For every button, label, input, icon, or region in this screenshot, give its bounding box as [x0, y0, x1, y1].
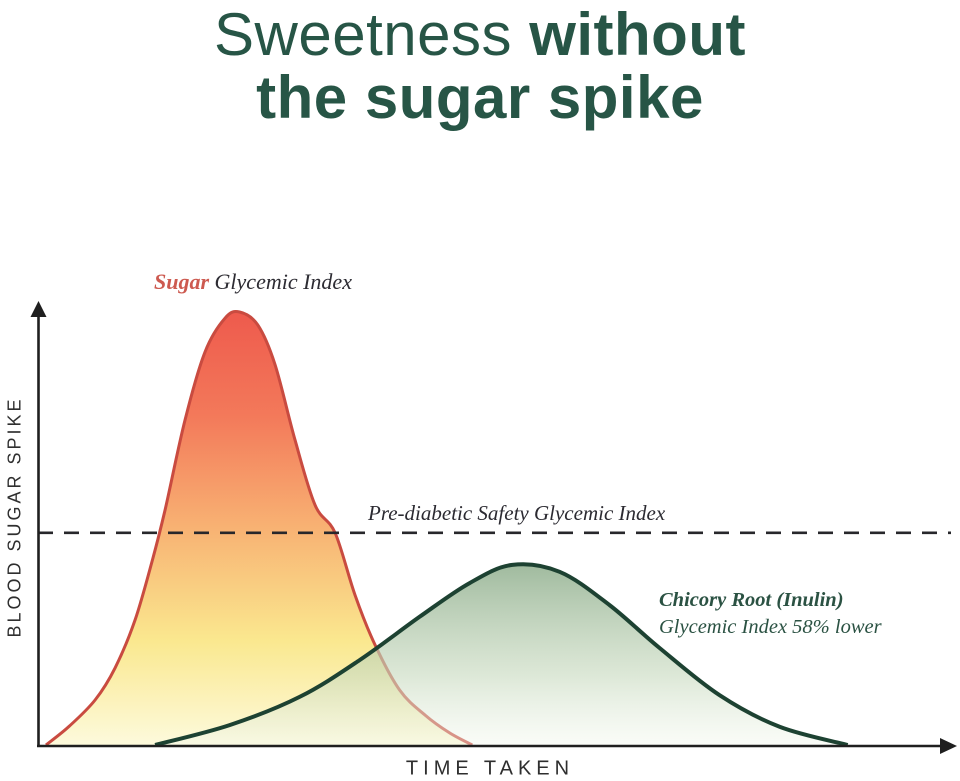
sugar-curve-area: [46, 311, 473, 745]
sugar-series-label: Sugar Glycemic Index: [154, 269, 352, 295]
title-line-1: Sweetness without: [0, 3, 960, 66]
x-axis-arrow-icon: [940, 738, 957, 754]
chicory-curve-line: [154, 562, 849, 747]
chicory-label-line2: Glycemic Index 58% lower: [659, 616, 882, 638]
page-title: Sweetness without the sugar spike: [0, 3, 960, 129]
y-axis-arrow-icon: [30, 301, 47, 317]
sugar-series-label-highlight: Sugar: [154, 269, 210, 294]
x-axis-title: TIME TAKEN: [405, 757, 575, 780]
title-word-bold: without: [529, 1, 746, 68]
chicory-series-label: Chicory Root (Inulin) Glycemic Index 58%…: [659, 587, 882, 641]
threshold-label: Pre-diabetic Safety Glycemic Index: [368, 501, 666, 525]
title-word-light: Sweetness: [214, 1, 513, 68]
sugar-series-label-rest: Glycemic Index: [209, 269, 352, 294]
title-line-2: the sugar spike: [256, 64, 704, 131]
chicory-curve-area: [155, 564, 848, 745]
y-axis-title: BLOOD SUGAR SPIKE: [4, 396, 25, 638]
chicory-label-line1: Chicory Root (Inulin): [659, 589, 844, 611]
